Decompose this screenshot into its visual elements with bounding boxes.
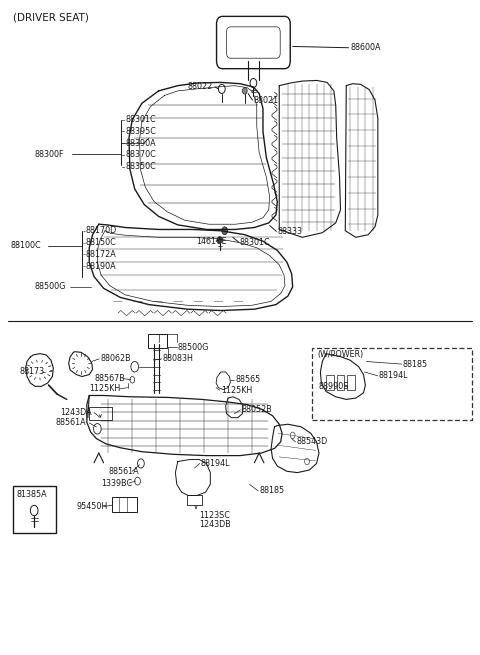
Text: 81385A: 81385A bbox=[16, 491, 47, 499]
Text: 88021: 88021 bbox=[253, 96, 278, 105]
Bar bbox=[187, 495, 202, 505]
Text: 1125KH: 1125KH bbox=[221, 386, 252, 395]
Bar bbox=[336, 375, 344, 390]
Text: 88565: 88565 bbox=[235, 375, 261, 384]
Circle shape bbox=[222, 227, 228, 234]
Text: 88172A: 88172A bbox=[86, 250, 117, 259]
Text: 88194L: 88194L bbox=[201, 459, 230, 468]
Text: 88370C: 88370C bbox=[125, 151, 156, 159]
Text: 88300F: 88300F bbox=[34, 150, 64, 159]
Circle shape bbox=[217, 236, 222, 243]
Bar bbox=[326, 375, 334, 390]
Text: 88990S: 88990S bbox=[319, 382, 349, 391]
Bar bbox=[347, 375, 355, 390]
Bar bbox=[148, 334, 167, 348]
Text: 88301C: 88301C bbox=[240, 238, 271, 247]
Text: 1243DB: 1243DB bbox=[199, 520, 231, 529]
Bar bbox=[12, 486, 56, 533]
Text: 88600A: 88600A bbox=[350, 43, 381, 52]
Text: 88500G: 88500G bbox=[178, 343, 209, 352]
Circle shape bbox=[242, 88, 247, 94]
Text: 88062B: 88062B bbox=[100, 354, 131, 364]
Text: (W/POWER): (W/POWER) bbox=[318, 350, 364, 360]
Text: 1339BC: 1339BC bbox=[101, 479, 132, 487]
Bar bbox=[112, 497, 137, 512]
Text: 88022: 88022 bbox=[187, 83, 213, 92]
Text: 88150C: 88150C bbox=[86, 238, 117, 247]
Text: 1461CE: 1461CE bbox=[196, 236, 227, 246]
Text: 88100C: 88100C bbox=[10, 241, 41, 250]
Text: 88083H: 88083H bbox=[162, 354, 193, 364]
Text: 1123SC: 1123SC bbox=[199, 512, 230, 520]
Text: 88561A: 88561A bbox=[56, 419, 86, 428]
Text: 88543D: 88543D bbox=[297, 438, 328, 446]
Text: 88190A: 88190A bbox=[86, 261, 117, 271]
Text: 88173: 88173 bbox=[20, 367, 45, 377]
Text: 88395C: 88395C bbox=[125, 127, 156, 136]
Text: 88194L: 88194L bbox=[379, 371, 408, 381]
Text: 1125KH: 1125KH bbox=[89, 384, 120, 394]
Text: 88052B: 88052B bbox=[241, 405, 272, 415]
Text: 88301C: 88301C bbox=[125, 115, 156, 124]
Text: 88185: 88185 bbox=[259, 487, 284, 495]
Text: 1243DA: 1243DA bbox=[60, 408, 92, 417]
Text: (DRIVER SEAT): (DRIVER SEAT) bbox=[12, 12, 88, 22]
Text: 88185: 88185 bbox=[403, 360, 428, 369]
Text: 95450H: 95450H bbox=[76, 502, 108, 511]
Bar bbox=[312, 348, 472, 421]
Text: 88350C: 88350C bbox=[125, 162, 156, 171]
Text: 88500G: 88500G bbox=[34, 282, 66, 291]
Bar bbox=[89, 407, 112, 421]
Text: 88390A: 88390A bbox=[125, 139, 156, 147]
Text: 88333: 88333 bbox=[277, 227, 302, 236]
Text: 88170D: 88170D bbox=[86, 226, 117, 235]
Text: 88561A: 88561A bbox=[108, 467, 139, 476]
Text: 88567B: 88567B bbox=[94, 374, 125, 383]
